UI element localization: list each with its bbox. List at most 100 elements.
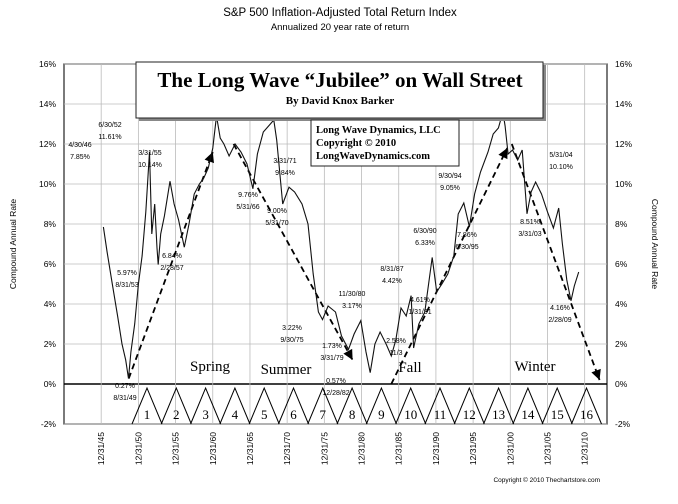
y-tick-label-left: 12% [39, 139, 56, 149]
y-tick-label-right: 16% [615, 59, 632, 69]
cycle-triangle [278, 386, 309, 425]
cycle-number: 3 [202, 407, 209, 422]
cycle-triangle [219, 386, 251, 425]
season-label-winter: Winter [514, 359, 555, 375]
x-tick-label: 12/31/05 [542, 432, 552, 465]
y-tick-label-right: 2% [615, 339, 628, 349]
y-tick-label-left: -2% [41, 419, 57, 429]
annotation-label: 11.61% [98, 134, 121, 141]
annotation-label: 4.42% [382, 278, 402, 285]
annotation-label: 2.58% [386, 338, 406, 345]
cycle-triangle [190, 386, 222, 425]
x-tick-label: 12/31/75 [319, 432, 329, 465]
credit-line-2: Copyright © 2010 [316, 138, 396, 149]
annotation-label: 5/31/70 [265, 220, 288, 227]
cycle-number: 7 [320, 407, 327, 422]
chart-title: S&P 500 Inflation-Adjusted Total Return … [223, 7, 457, 19]
y-tick-label-right: 4% [615, 299, 628, 309]
cycle-number: 11 [434, 407, 447, 422]
cycle-number: 14 [521, 407, 535, 422]
x-tick-label: 12/31/00 [505, 432, 515, 465]
trend-arrow-line [127, 151, 214, 379]
annotation-label: 3/31/79 [320, 355, 343, 362]
trend-arrow-line [390, 147, 509, 385]
trend-arrow-head [498, 148, 508, 160]
cycle-number: 9 [378, 407, 385, 422]
annotation-label: 5/31/04 [549, 152, 572, 159]
annotation-label: 4.16% [550, 305, 570, 312]
trend-arrow-line [510, 143, 601, 381]
annotation-label: 6.33% [415, 240, 435, 247]
y-tick-label-left: 2% [44, 339, 57, 349]
cycle-number: 12 [463, 407, 476, 422]
y-tick-label-right: 0% [615, 379, 628, 389]
annotation-label: 0.27% [115, 383, 135, 390]
cycle-triangle [571, 386, 602, 425]
footer-copyright: Copyright © 2010 Thechartstore.com [493, 476, 600, 484]
cycle-triangle [512, 386, 544, 425]
annotation-label: 7.85% [70, 154, 90, 161]
x-tick-label: 12/31/55 [171, 432, 181, 465]
y-tick-label-right: -2% [615, 419, 631, 429]
y-tick-label-right: 10% [615, 179, 632, 189]
x-tick-label: 12/31/65 [245, 432, 255, 465]
x-tick-label: 12/31/50 [133, 432, 143, 465]
annotation-label: 10.10% [549, 164, 573, 171]
x-tick-label: 12/31/45 [96, 432, 106, 465]
cycle-number: 1 [144, 407, 151, 422]
title-box [135, 61, 544, 119]
trend-arrow-line [232, 143, 354, 361]
annotation-label: 6/30/52 [98, 122, 121, 129]
y-tick-label-right: 8% [615, 219, 628, 229]
y-tick-label-left: 6% [44, 259, 57, 269]
annotation-label: 1.73% [322, 343, 342, 350]
annotation-label: 2/28/09 [548, 317, 571, 324]
chart-subtitle: Annualized 20 year rate of return [271, 22, 409, 33]
cycle-number: 16 [580, 407, 594, 422]
annotation-label: 3/31/03 [518, 231, 541, 238]
credit-line-1: Long Wave Dynamics, LLC [316, 125, 441, 136]
annotation-label: 9/30/94 [438, 173, 461, 180]
cycle-triangle [424, 386, 456, 425]
annotation-label: 9/30/75 [280, 337, 303, 344]
y-tick-label-left: 10% [39, 179, 56, 189]
cycle-triangle [395, 386, 427, 425]
cycle-number: 4 [232, 407, 239, 422]
x-tick-label: 12/31/10 [580, 432, 590, 465]
cycle-triangle [160, 386, 192, 425]
cycle-number: 5 [261, 407, 268, 422]
annotation-label: 8.51% [520, 219, 540, 226]
annotation-label: 0.57% [326, 378, 346, 385]
main-title: The Long Wave “Jubilee” on Wall Street [157, 68, 522, 92]
annotation-label: 8/31/53 [115, 282, 138, 289]
annotation-label: 7.86% [457, 232, 477, 239]
cycle-triangle [453, 386, 485, 425]
x-tick-label: 12/31/60 [208, 432, 218, 465]
y-axis-label-right: Compound Annual Rate [650, 199, 660, 290]
cycle-number: 2 [173, 407, 180, 422]
y-tick-label-left: 4% [44, 299, 57, 309]
cycle-triangle [541, 386, 573, 425]
annotation-label: 4/30/46 [68, 142, 91, 149]
annotation-label: 6/30/90 [413, 228, 436, 235]
cycle-number: 8 [349, 407, 356, 422]
annotation-label: 11/3 [389, 350, 402, 357]
y-tick-label-left: 8% [44, 219, 57, 229]
x-tick-label: 12/31/85 [394, 432, 404, 465]
annotation-label: 9.05% [440, 185, 460, 192]
cycle-number: 15 [551, 407, 564, 422]
cycle-triangle [483, 386, 515, 425]
byline: By David Knox Barker [286, 95, 395, 107]
x-tick-label: 12/31/90 [431, 432, 441, 465]
cycle-triangle [248, 386, 280, 425]
annotation-label: 5.97% [117, 270, 137, 277]
trend-arrow-head [343, 348, 353, 360]
annotation-label: 6.84% [162, 253, 182, 260]
annotation-label: 8/31/49 [113, 395, 136, 402]
annotation-label: 9.76% [238, 192, 258, 199]
annotation-label: 3/31/71 [273, 158, 296, 165]
y-axis-label-left: Compound Annual Rate [8, 199, 18, 290]
y-tick-label-left: 0% [44, 379, 57, 389]
